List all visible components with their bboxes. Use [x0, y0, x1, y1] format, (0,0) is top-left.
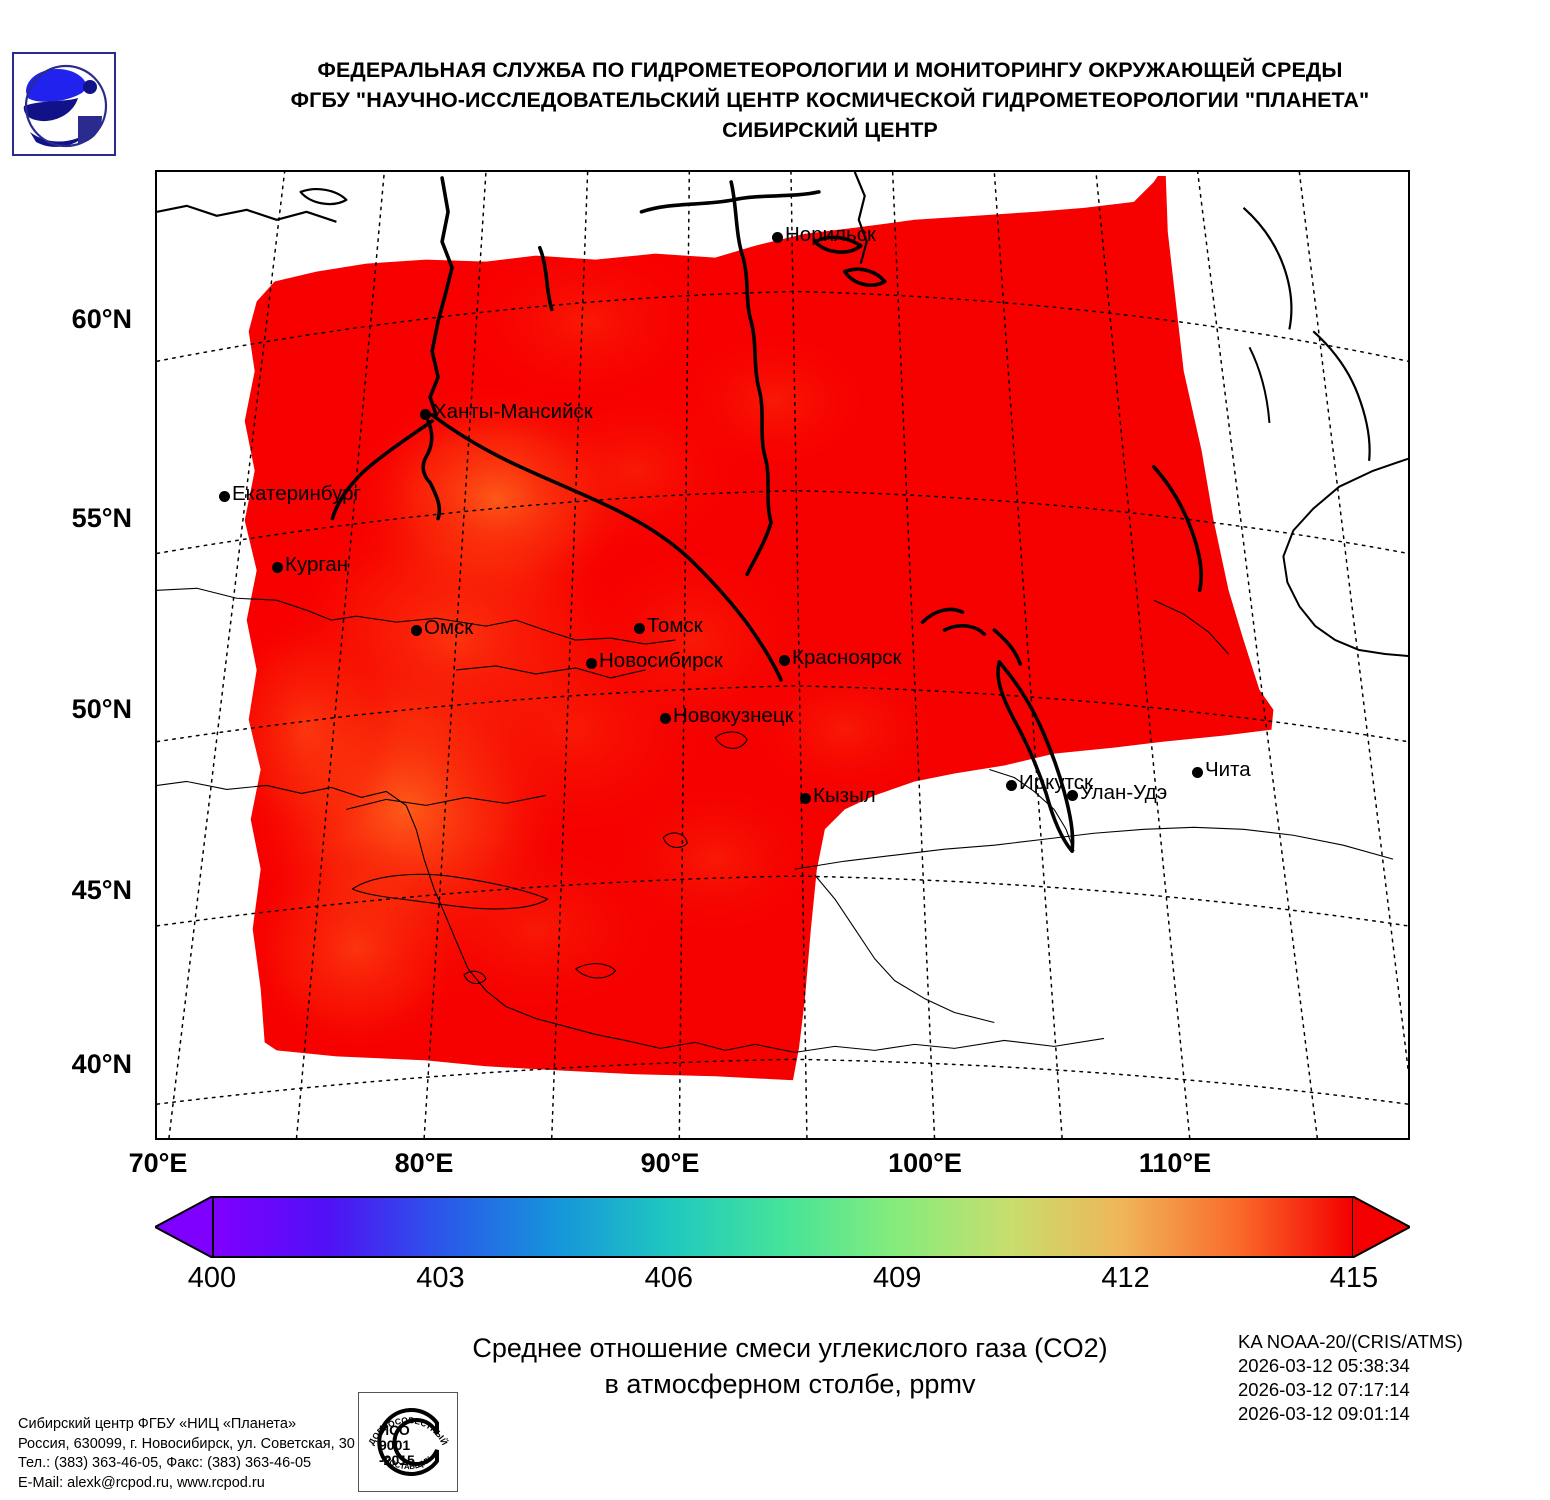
- colorbar-tick-415: 415: [1329, 1262, 1379, 1294]
- contact-address: Россия, 630099, г. Новосибирск, ул. Сове…: [18, 1435, 355, 1452]
- colorbar-tick-406: 406: [644, 1262, 693, 1294]
- city-dot-icon: [585, 657, 597, 669]
- header-line-1: ФЕДЕРАЛЬНАЯ СЛУЖБА ПО ГИДРОМЕТЕОРОЛОГИИ …: [317, 58, 1343, 82]
- city-label: Новокузнецк: [673, 704, 794, 727]
- colorbar-min-arrow: [155, 1196, 213, 1258]
- city-dot-icon: [1066, 789, 1078, 801]
- city-label: Иркутск: [1019, 771, 1093, 794]
- graticule-lines: [157, 172, 1408, 1138]
- header-line-3: СИБИРСКИЙ ЦЕНТР: [722, 118, 938, 142]
- iso-line-1: ИСО: [379, 1422, 410, 1438]
- city-dot-icon: [410, 624, 422, 636]
- satellite-metadata: KA NOAA-20/(CRIS/ATMS) 2026-03-12 05:38:…: [1238, 1330, 1463, 1426]
- city-label: Ханты-Мансийск: [433, 400, 593, 423]
- city-label: Омск: [424, 616, 474, 639]
- map-plot-frame[interactable]: Норильск Ханты-Мансийск Екатеринбург Курган…: [155, 170, 1410, 1140]
- lon-tick-110: 110°E: [1138, 1148, 1212, 1178]
- colorbar-tick-403: 403: [416, 1262, 465, 1294]
- satellite-time-3: 2026-03-12 09:01:14: [1238, 1403, 1410, 1424]
- contact-email: E-Mail: alexk@rcpod.ru, www.rcpod.ru: [18, 1474, 265, 1491]
- map-canvas: [157, 172, 1408, 1138]
- rivers-coastline-thick: [330, 176, 1204, 853]
- lat-tick-50: 50°N: [71, 694, 132, 724]
- lon-tick-90: 90°E: [640, 1148, 700, 1178]
- header-line-2: ФГБУ "НАУЧНО-ИССЛЕДОВАТЕЛЬСКИЙ ЦЕНТР КОС…: [290, 88, 1370, 112]
- colorbar[interactable]: 400 403 406 409 412 415: [155, 1196, 1410, 1294]
- city-dot-icon: [419, 408, 431, 420]
- city-dot-icon: [271, 561, 283, 573]
- colorbar-tick-409: 409: [872, 1262, 922, 1294]
- satellite-platform: KA NOAA-20/(CRIS/ATMS): [1238, 1331, 1463, 1352]
- caption-line-1: Среднее отношение смеси углекислого газа…: [472, 1333, 1108, 1363]
- coastline-borders-thin: [157, 587, 1394, 1053]
- city-label: Чита: [1205, 758, 1251, 781]
- roshydromet-planeta-logo: [12, 52, 116, 156]
- co2-data-field: [244, 175, 1274, 1081]
- header-title-block: ФЕДЕРАЛЬНАЯ СЛУЖБА ПО ГИДРОМЕТЕОРОЛОГИИ …: [130, 55, 1530, 145]
- contact-phone: Тел.: (383) 363-46-05, Факс: (383) 363-4…: [18, 1455, 312, 1471]
- satellite-time-2: 2026-03-12 07:17:14: [1238, 1379, 1410, 1400]
- lat-tick-40: 40°N: [71, 1049, 132, 1079]
- lat-tick-55: 55°N: [71, 503, 132, 533]
- lat-tick-60: 60°N: [71, 304, 132, 334]
- iso-stamp-icon: ДОБРОСОВЕСТНЫЙ ПОСТАВЩИК ИСО 9001 -2015: [366, 1408, 451, 1476]
- contact-org: Сибирский центр ФГБУ «НИЦ «Планета»: [18, 1416, 297, 1432]
- arctic-coastline: [157, 172, 1371, 461]
- iso-line-2: 9001: [379, 1437, 410, 1453]
- city-label: Курган: [285, 553, 349, 576]
- figure-caption: Среднее отношение смеси углекислого газа…: [300, 1330, 1280, 1402]
- satellite-time-1: 2026-03-12 05:38:34: [1238, 1355, 1410, 1376]
- city-dot-icon: [218, 490, 230, 502]
- iso-line-3: -2015: [379, 1452, 415, 1468]
- lon-tick-80: 80°E: [394, 1148, 454, 1178]
- city-label: Екатеринбург: [232, 482, 361, 505]
- city-dot-icon: [659, 712, 671, 724]
- contact-block: Сибирский центр ФГБУ «НИЦ «Планета» Росс…: [18, 1415, 355, 1493]
- city-label: Кызыл: [813, 784, 876, 807]
- city-dot-icon: [771, 231, 783, 243]
- city-label: Томск: [647, 614, 703, 637]
- city-label: Красноярск: [792, 646, 902, 669]
- caption-line-2: в атмосферном столбе, ppmv: [604, 1369, 976, 1399]
- city-dot-icon: [799, 792, 811, 804]
- colorbar-gradient[interactable]: [212, 1196, 1354, 1258]
- colorbar-tick-400: 400: [187, 1262, 237, 1294]
- city-dot-icon: [1005, 779, 1017, 791]
- city-label: Улан-Удэ: [1080, 781, 1168, 804]
- iso-certification-stamp: ДОБРОСОВЕСТНЫЙ ПОСТАВЩИК ИСО 9001 -2015: [358, 1392, 458, 1492]
- city-dot-icon: [778, 654, 790, 666]
- colorbar-max-arrow: [1352, 1196, 1410, 1258]
- logo-icon: [14, 54, 114, 154]
- city-dot-icon: [633, 622, 645, 634]
- city-dot-icon: [1191, 766, 1203, 778]
- lat-tick-45: 45°N: [71, 875, 132, 905]
- lon-tick-100: 100°E: [888, 1148, 962, 1178]
- page-header: ФЕДЕРАЛЬНАЯ СЛУЖБА ПО ГИДРОМЕТЕОРОЛОГИИ …: [0, 0, 1550, 168]
- east-coast-outline: [1248, 346, 1408, 657]
- city-label: Норильск: [785, 223, 876, 246]
- lon-tick-70: 70°E: [128, 1148, 188, 1178]
- city-label: Новосибирск: [599, 649, 723, 672]
- colorbar-tick-412: 412: [1101, 1262, 1150, 1294]
